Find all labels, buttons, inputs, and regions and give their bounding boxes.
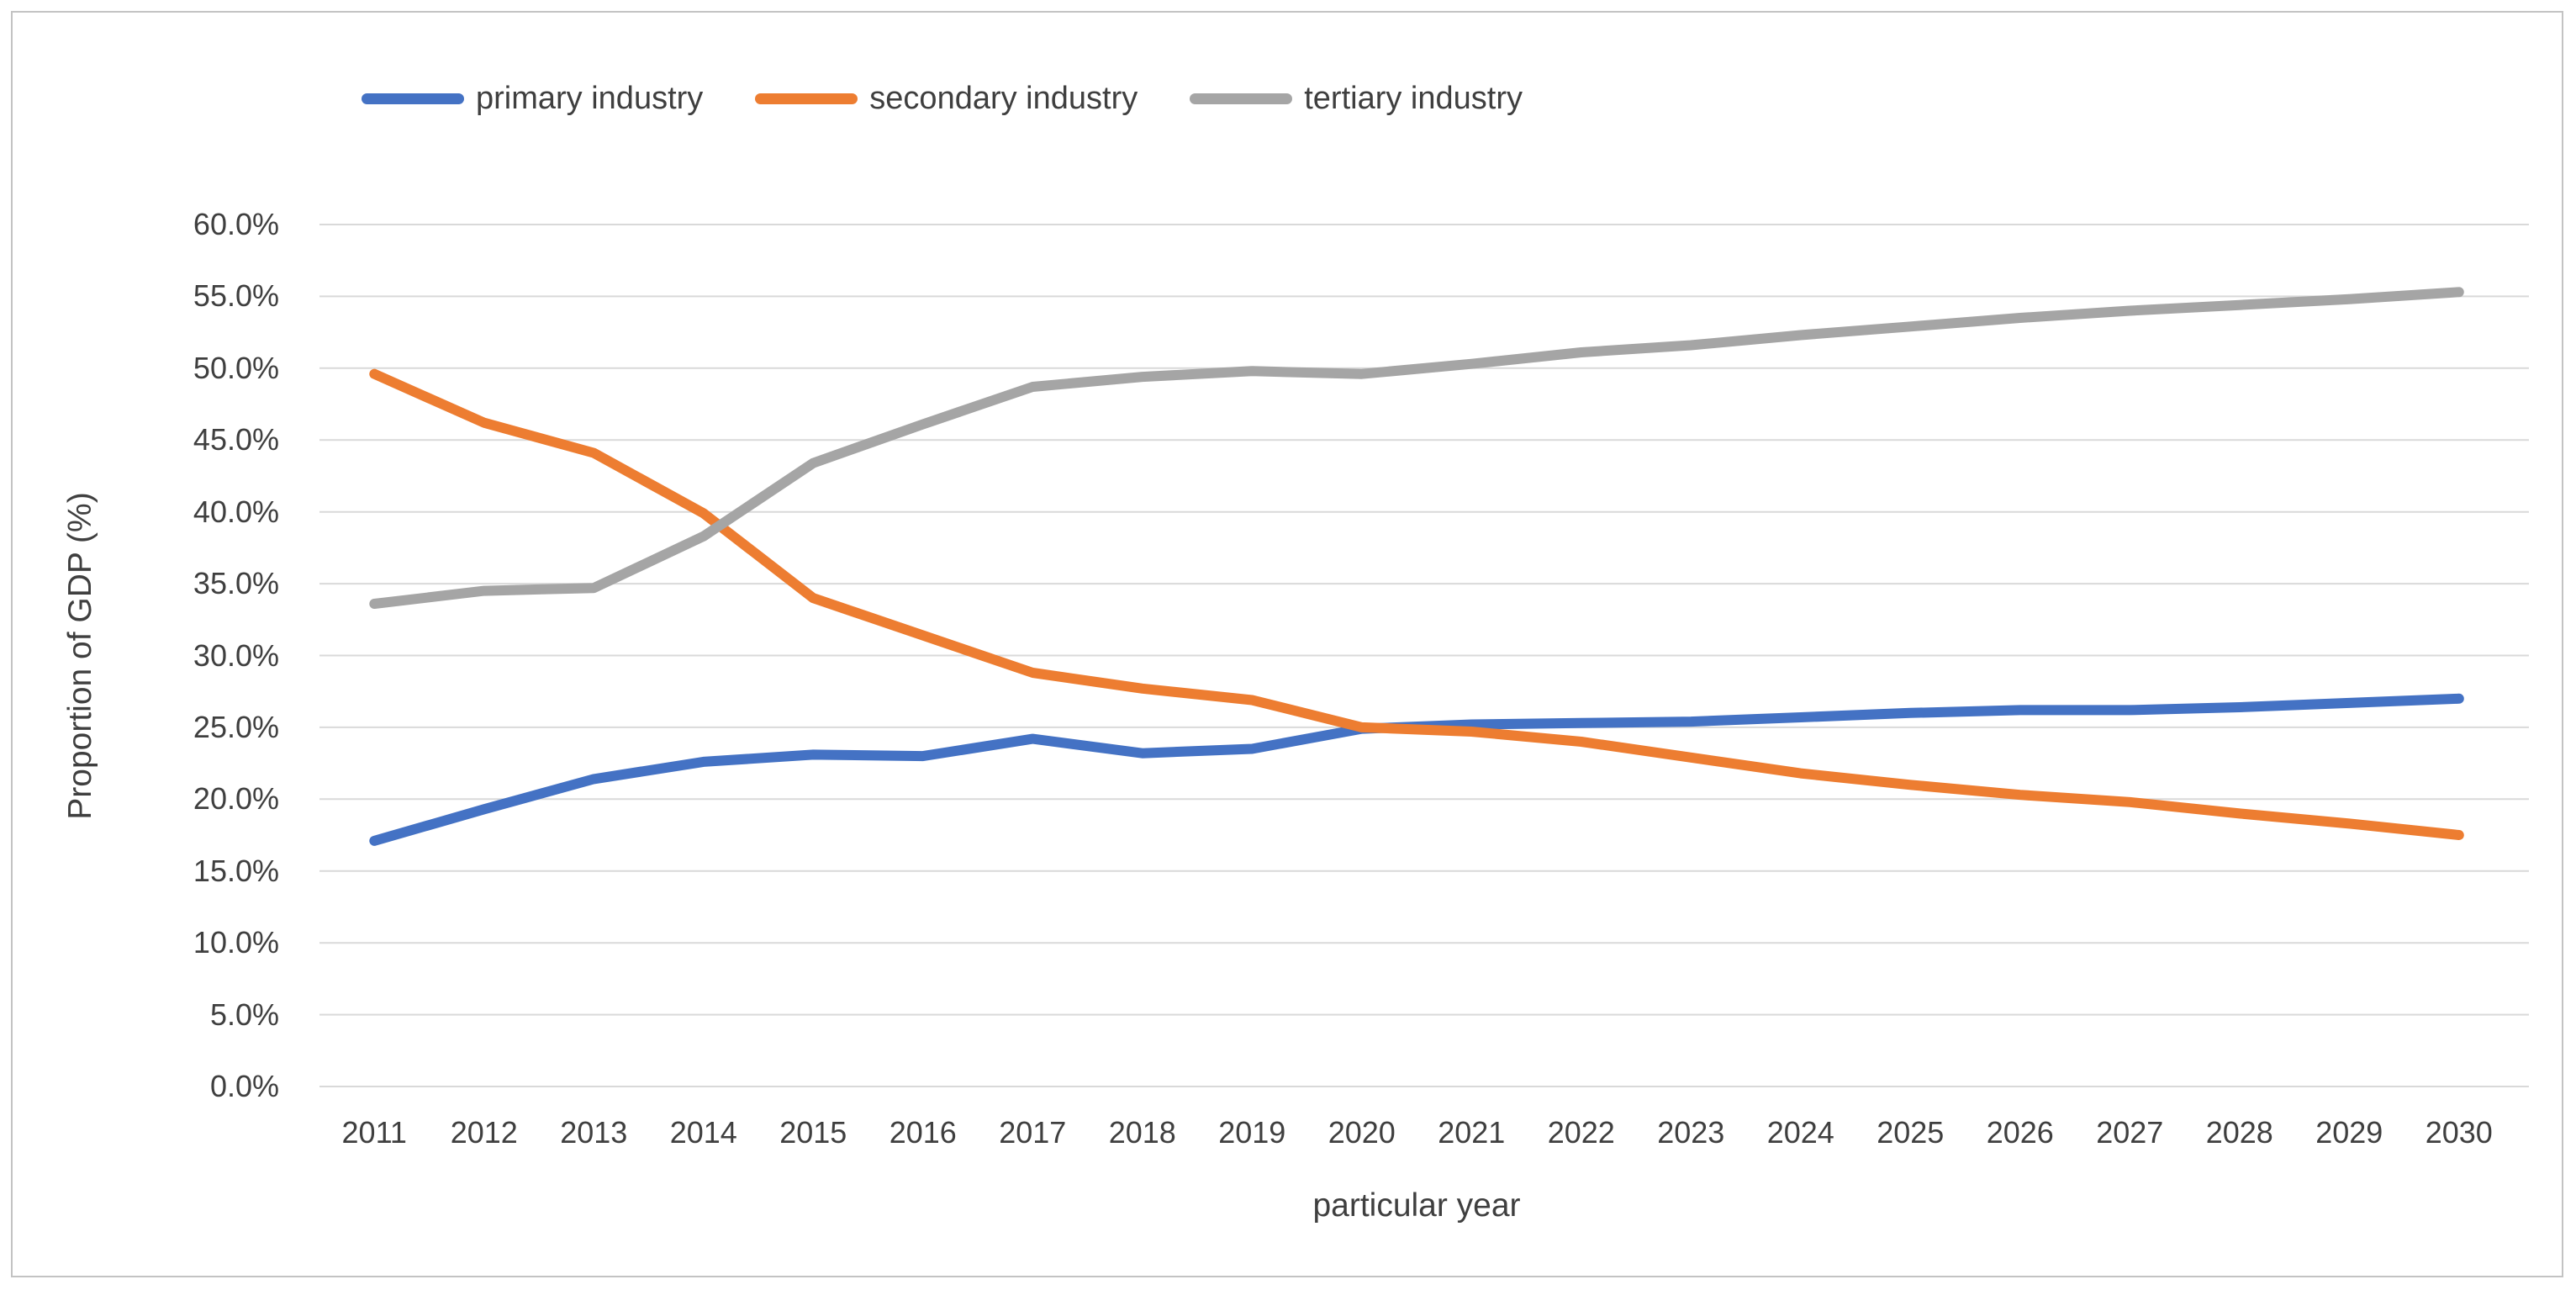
series-line-tertiary-industry — [369, 287, 2464, 609]
x-tick-label: 2020 — [1328, 1115, 1396, 1150]
legend-label: secondary industry — [869, 81, 1138, 116]
x-tick-label: 2028 — [2205, 1115, 2273, 1150]
x-tick-label: 2030 — [2425, 1115, 2493, 1150]
legend-item: primary industry — [362, 81, 703, 117]
y-tick-label: 10.0% — [193, 925, 279, 960]
x-tick-label: 2017 — [999, 1115, 1067, 1150]
y-tick-label: 5.0% — [209, 997, 279, 1032]
legend-item: tertiary industry — [1190, 81, 1523, 117]
x-tick-label: 2016 — [889, 1115, 957, 1150]
x-tick-label: 2023 — [1657, 1115, 1725, 1150]
y-tick-label: 35.0% — [193, 566, 279, 601]
y-tick-label: 45.0% — [193, 422, 279, 457]
legend-label: primary industry — [476, 81, 704, 116]
x-axis-title: particular year — [1312, 1187, 1521, 1224]
figure-border — [11, 11, 2563, 1277]
x-tick-label: 2019 — [1218, 1115, 1286, 1150]
legend: primary industry secondary industry tertia… — [362, 81, 1523, 117]
series-line-primary-industry — [369, 693, 2464, 846]
y-tick-label: 15.0% — [193, 853, 279, 888]
x-tick-label: 2026 — [1986, 1115, 2054, 1150]
y-tick-label: 40.0% — [193, 494, 279, 529]
legend-label: tertiary industry — [1304, 81, 1523, 116]
x-tick-label: 2022 — [1547, 1115, 1615, 1150]
x-tick-label: 2013 — [560, 1115, 628, 1150]
y-tick-label: 30.0% — [193, 637, 279, 673]
x-tick-label: 2014 — [669, 1115, 737, 1150]
x-tick-label: 2021 — [1438, 1115, 1506, 1150]
x-tick-label: 2027 — [2096, 1115, 2164, 1150]
y-tick-label: 60.0% — [193, 207, 279, 241]
y-tick-label: 25.0% — [193, 709, 279, 744]
legend-line-swatch-icon — [362, 93, 464, 104]
legend-line-swatch-icon — [755, 93, 858, 104]
x-tick-label: 2015 — [779, 1115, 847, 1150]
legend-item: secondary industry — [755, 81, 1138, 117]
x-tick-label: 2011 — [341, 1115, 407, 1150]
y-tick-label: 20.0% — [193, 781, 279, 817]
x-tick-label: 2012 — [450, 1115, 518, 1150]
y-tick-label: 50.0% — [193, 350, 279, 385]
y-tick-label: 0.0% — [209, 1069, 279, 1103]
legend-line-swatch-icon — [1190, 93, 1293, 104]
x-tick-label: 2018 — [1108, 1115, 1176, 1150]
x-tick-label: 2025 — [1877, 1115, 1945, 1150]
y-tick-label: 55.0% — [193, 278, 279, 314]
x-tick-label: 2029 — [2315, 1115, 2383, 1150]
x-tick-label: 2024 — [1766, 1115, 1834, 1150]
